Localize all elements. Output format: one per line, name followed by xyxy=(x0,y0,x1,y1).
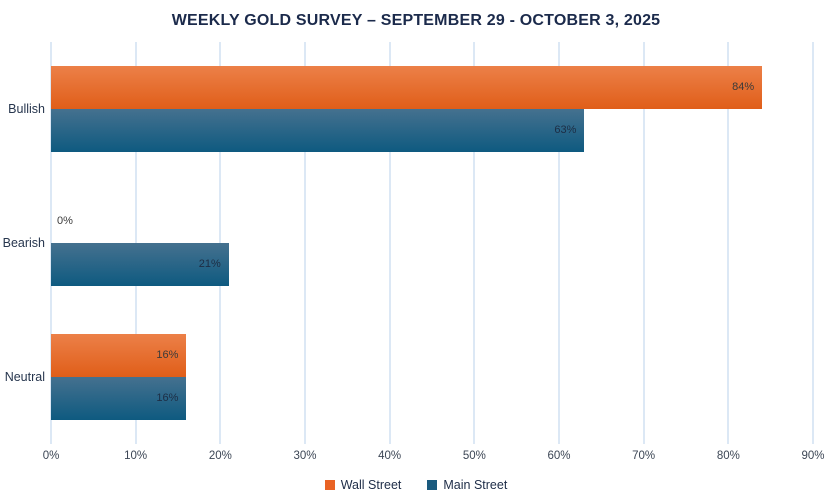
gridline xyxy=(812,42,814,444)
bar-main-street-neutral xyxy=(51,377,187,420)
x-tick-label: 30% xyxy=(293,450,317,462)
bar-value-label: 16% xyxy=(156,349,179,361)
x-tick-label: 40% xyxy=(378,450,402,462)
bar-value-label: 16% xyxy=(156,392,179,404)
x-tick-label: 50% xyxy=(462,450,486,462)
gridline xyxy=(473,42,476,444)
gridline xyxy=(388,42,391,444)
gridline xyxy=(304,42,306,444)
bar-value-label: 84% xyxy=(732,81,755,93)
bar-value-label: 0% xyxy=(57,215,73,227)
bar-main-street-bullish xyxy=(51,109,585,152)
legend-label: Wall Street xyxy=(340,478,402,492)
category-label-bearish: Bearish xyxy=(2,236,45,250)
category-label-bullish: Bullish xyxy=(8,102,45,116)
legend-item-main-street: Main Street xyxy=(427,478,507,492)
bar-main-street-bearish xyxy=(51,243,229,286)
legend-item-wall-street: Wall Street xyxy=(324,478,402,492)
legend-swatch-main-street xyxy=(427,480,438,490)
x-tick-label: 60% xyxy=(547,450,571,462)
bar-value-label: 21% xyxy=(198,258,221,270)
plot-area: 84% 63% 0% 21% 16% 16% xyxy=(50,42,814,444)
x-tick-label: 80% xyxy=(716,450,740,462)
x-tick-label: 20% xyxy=(208,450,232,462)
x-tick-label: 70% xyxy=(632,450,656,462)
legend: Wall Street Main Street xyxy=(0,475,832,495)
legend-label: Main Street xyxy=(443,478,508,492)
x-tick-label: 10% xyxy=(124,450,148,462)
bar-wall-street-neutral xyxy=(51,334,187,377)
bar-wall-street-bullish xyxy=(51,66,763,109)
bar-value-label: 63% xyxy=(554,124,577,136)
chart-title: WEEKLY GOLD SURVEY – SEPTEMBER 29 - OCTO… xyxy=(171,12,661,29)
gridline xyxy=(642,42,645,444)
category-label-neutral: Neutral xyxy=(4,370,45,384)
x-tick-label: 0% xyxy=(42,450,60,462)
x-tick-label: 90% xyxy=(801,450,825,462)
legend-swatch-wall-street xyxy=(324,480,335,490)
gridline xyxy=(558,42,560,444)
gridline xyxy=(727,42,730,444)
